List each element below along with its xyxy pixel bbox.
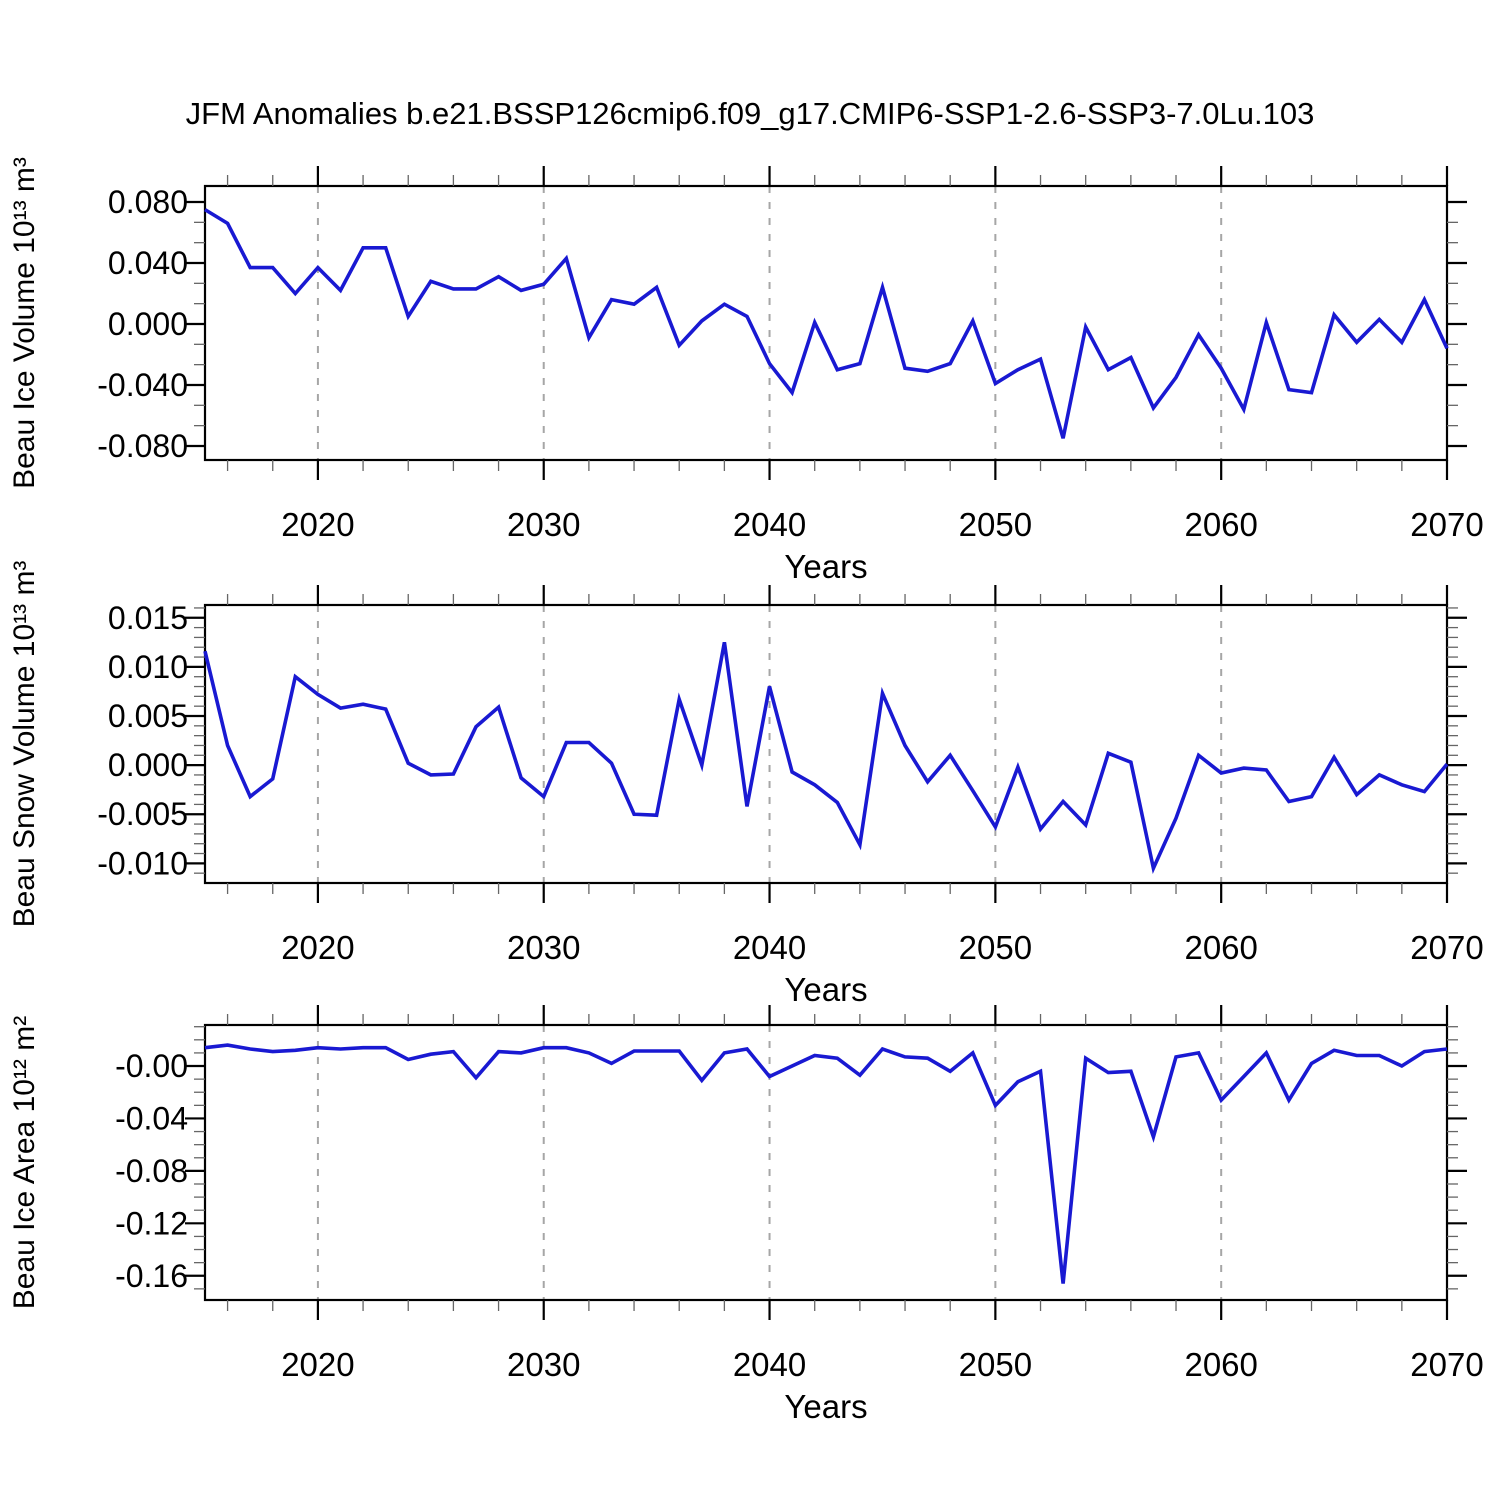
x-axis-ticks: [226, 166, 1449, 480]
beau-ice-volume-line: [204, 208, 1449, 439]
x-tick-label: 2070: [1410, 506, 1483, 543]
x-tick-label: 2020: [281, 1346, 354, 1383]
chart-title: JFM Anomalies b.e21.BSSP126cmip6.f09_g17…: [185, 96, 1315, 131]
y-tick-label: 0.040: [108, 245, 188, 281]
y-tick-label: 0.000: [108, 306, 188, 342]
y-tick-label: -0.16: [115, 1258, 188, 1294]
x-tick-label: 2050: [959, 1346, 1032, 1383]
beau-ice-area-line: [204, 1043, 1448, 1284]
x-tick-label: 2050: [959, 929, 1032, 966]
y-axis-title: Beau Snow Volume 10¹³ m³: [8, 561, 41, 928]
x-tick-label: 2050: [959, 506, 1032, 543]
x-tick-label: 2040: [733, 929, 806, 966]
x-tick-label: 2060: [1184, 1346, 1257, 1383]
x-axis-title: Years: [784, 1388, 867, 1425]
plot-box: [203, 184, 1449, 462]
x-tick-label: 2020: [281, 506, 354, 543]
y-tick-label: -0.080: [97, 428, 188, 464]
x-tick-label: 2020: [281, 929, 354, 966]
y-axis-ticks: [185, 200, 1467, 448]
y-tick-label: -0.08: [115, 1153, 188, 1189]
x-tick-label: 2030: [507, 929, 580, 966]
y-tick-label: 0.000: [108, 747, 188, 783]
y-tick-label: -0.010: [97, 845, 188, 881]
y-axis-title: Beau Ice Area 10¹² m²: [8, 1016, 41, 1309]
y-tick-label: 0.080: [108, 184, 188, 220]
y-axis-ticks: [185, 607, 1467, 874]
x-tick-label: 2060: [1184, 929, 1257, 966]
x-tick-label: 2040: [733, 1346, 806, 1383]
y-tick-label: -0.00: [115, 1048, 188, 1084]
panel-beau-ice-area: -0.00 -0.04 -0.08 -0.12 -0.16 2020 2030 2040 205…: [8, 1005, 1484, 1425]
plot-box: [203, 603, 1449, 885]
y-tick-label: -0.040: [97, 367, 188, 403]
x-axis-title: Years: [784, 971, 867, 1008]
x-tick-label: 2070: [1410, 929, 1483, 966]
x-axis-title: Years: [784, 548, 867, 585]
x-tick-label: 2070: [1410, 1346, 1483, 1383]
y-tick-label: -0.04: [115, 1100, 188, 1136]
y-tick-label: 0.005: [108, 698, 188, 734]
y-axis-ticks: [185, 1026, 1467, 1290]
panel-beau-snow-volume: 0.015 0.010 0.005 0.000 -0.005 -0.010 2020 2030…: [8, 561, 1484, 1008]
y-tick-label: 0.010: [108, 649, 188, 685]
x-tick-label: 2040: [733, 506, 806, 543]
x-axis-ticks: [226, 585, 1449, 903]
y-axis-title: Beau Ice Volume 10¹³ m³: [8, 157, 41, 489]
x-tick-label: 2030: [507, 506, 580, 543]
y-tick-label: -0.005: [97, 796, 188, 832]
y-tick-label: -0.12: [115, 1205, 188, 1241]
beau-snow-volume-line: [203, 641, 1449, 875]
x-tick-label: 2030: [507, 1346, 580, 1383]
plot-box: [203, 1023, 1449, 1302]
x-tick-label: 2060: [1184, 506, 1257, 543]
x-axis-ticks: [226, 1005, 1449, 1320]
panel-beau-ice-volume: 0.080 0.040 0.000 -0.040 -0.080 2020 2030 2040 2…: [8, 157, 1484, 585]
y-tick-label: 0.015: [108, 600, 188, 636]
